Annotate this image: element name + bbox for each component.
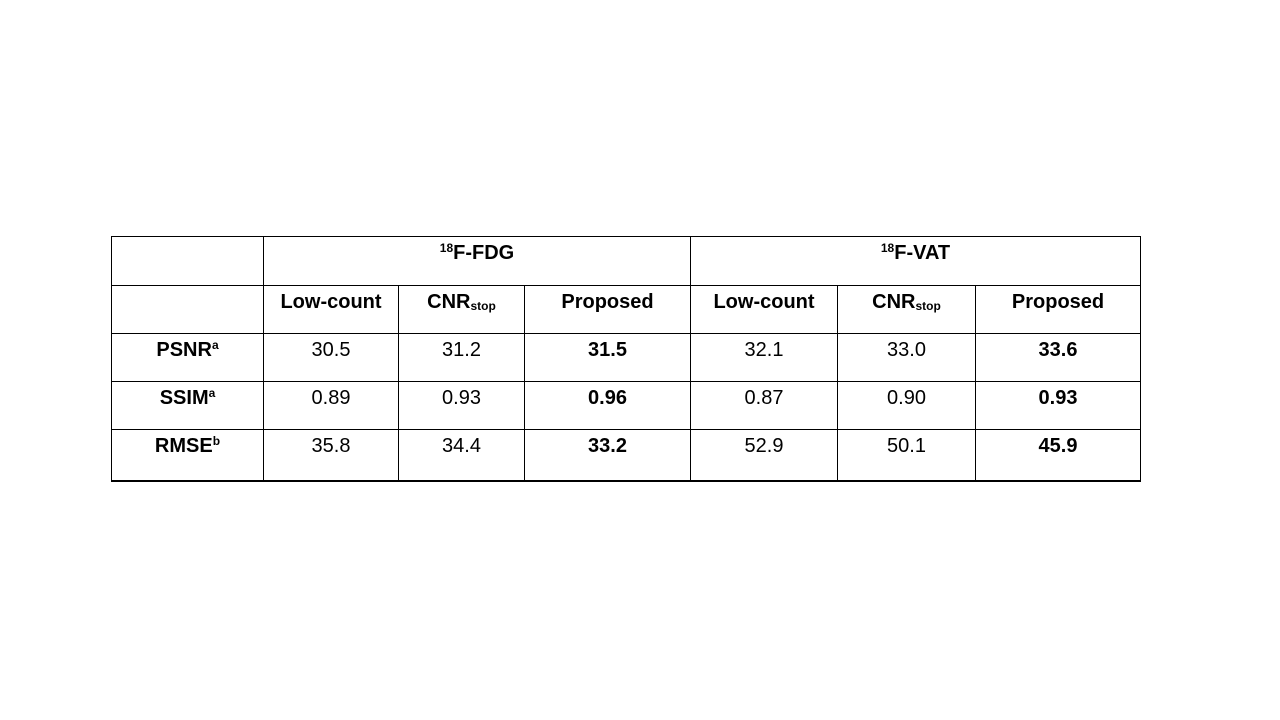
value-cell: 0.93 <box>398 381 525 430</box>
col-header-vat-proposed: Proposed <box>974 285 1142 334</box>
value-cell: 0.87 <box>690 381 838 430</box>
value-cell: 34.4 <box>398 429 525 481</box>
group-header-row: 18F-FDG 18F-VAT <box>111 236 1142 286</box>
cnr-subscript: stop <box>470 299 496 313</box>
col-header-fdg-proposed: Proposed <box>524 285 691 334</box>
isotope-superscript: 18 <box>439 241 454 255</box>
col-header-label: Proposed <box>561 291 654 313</box>
metric-name: PSNR <box>156 339 212 361</box>
footnote-superscript: b <box>212 434 221 448</box>
column-header-row: Low-count CNRstop Proposed Low-count CNR… <box>111 285 1142 334</box>
value-cell: 0.89 <box>263 381 399 430</box>
metric-name: RMSE <box>154 435 213 457</box>
col-header-vat-cnrstop: CNRstop <box>837 285 976 334</box>
metric-name: SSIM <box>159 387 209 409</box>
corner-cell <box>111 236 264 286</box>
value-cell: 35.8 <box>263 429 399 481</box>
value-cell: 0.93 <box>974 381 1142 430</box>
col-header-fdg-lowcount: Low-count <box>263 285 399 334</box>
empty-header-cell <box>111 285 264 334</box>
row-label-psnr: PSNRa <box>111 333 264 382</box>
cnr-subscript: stop <box>915 299 941 313</box>
value-cell: 32.1 <box>690 333 838 382</box>
group-label-vat: F-VAT <box>894 242 951 264</box>
table-row-psnr: PSNRa 30.5 31.2 31.5 32.1 33.0 33.6 <box>111 333 1142 382</box>
table-row-ssim: SSIMa 0.89 0.93 0.96 0.87 0.90 0.93 <box>111 381 1142 430</box>
value-cell: 31.5 <box>524 333 691 382</box>
value-cell: 31.2 <box>398 333 525 382</box>
value-cell: 50.1 <box>837 429 976 481</box>
value-cell: 45.9 <box>974 429 1142 481</box>
col-header-vat-lowcount: Low-count <box>690 285 838 334</box>
col-header-label: CNR <box>872 291 916 313</box>
col-header-label: Proposed <box>1011 291 1105 313</box>
isotope-superscript: 18 <box>880 241 895 255</box>
metrics-table: 18F-FDG 18F-VAT Low-count CNRstop Propos… <box>111 236 1142 482</box>
footnote-superscript: a <box>211 338 219 352</box>
value-cell: 0.96 <box>524 381 691 430</box>
value-cell: 33.2 <box>524 429 691 481</box>
value-cell: 0.90 <box>837 381 976 430</box>
value-cell: 33.0 <box>837 333 976 382</box>
table-row-rmse: RMSEb 35.8 34.4 33.2 52.9 50.1 45.9 <box>111 429 1142 481</box>
value-cell: 30.5 <box>263 333 399 382</box>
group-label-fdg: F-FDG <box>453 242 515 264</box>
row-label-ssim: SSIMa <box>111 381 264 430</box>
col-header-label: CNR <box>427 291 471 313</box>
col-header-label: Low-count <box>713 291 815 313</box>
group-header-vat: 18F-VAT <box>689 236 1142 286</box>
row-label-rmse: RMSEb <box>111 429 264 481</box>
footnote-superscript: a <box>208 386 216 400</box>
col-header-label: Low-count <box>280 291 382 313</box>
group-header-fdg: 18F-FDG <box>263 236 691 286</box>
value-cell: 33.6 <box>974 333 1142 382</box>
col-header-fdg-cnrstop: CNRstop <box>398 285 525 334</box>
value-cell: 52.9 <box>690 429 838 481</box>
